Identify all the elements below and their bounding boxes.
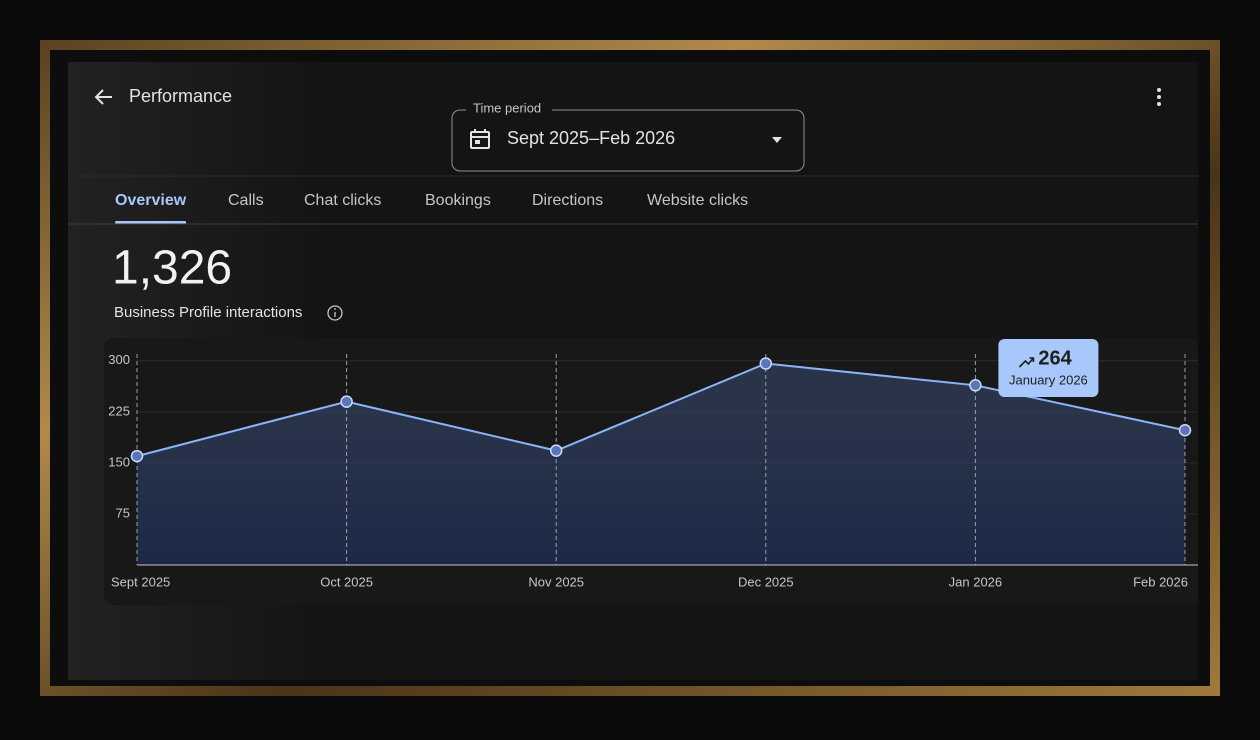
area	[137, 363, 1185, 565]
point[interactable]	[1178, 423, 1192, 437]
y-tick-label: 75	[116, 505, 130, 520]
y-tick-label: 225	[108, 403, 130, 418]
select-value: Sept 2025–Feb 2026	[507, 128, 675, 148]
tooltip-box	[998, 339, 1099, 397]
point[interactable]	[969, 379, 982, 392]
y-tick-label: 150	[108, 454, 130, 469]
tooltip-label: January 2026	[1009, 372, 1088, 387]
tab[interactable]: Chat clicks	[304, 192, 381, 209]
select-border	[451, 109, 805, 172]
x-tick-label: Oct 2025	[320, 574, 373, 589]
tab[interactable]: Directions	[532, 192, 603, 209]
time-period-select[interactable]: Time period Sept 2025–Feb 2026	[451, 100, 805, 172]
total-label: Business Profile interactions	[114, 304, 302, 321]
page-title: Performance	[129, 86, 232, 106]
x-tick-label: Sept 2025	[111, 574, 170, 589]
point[interactable]	[549, 444, 563, 457]
tab-indicator	[115, 221, 187, 224]
tooltip: 264 January 2026	[998, 339, 1099, 397]
y-tick-label: 300	[108, 352, 130, 367]
tab[interactable]: Calls	[228, 192, 264, 209]
total-value: 1,326	[112, 242, 232, 295]
tabs: Overview Calls Chat clicks Bookings Directio…	[115, 192, 748, 224]
tab[interactable]: Bookings	[425, 192, 491, 209]
chart: 75 150 225 300 Sept 2025 Oct 2025 Nov 2025 Dec …	[108, 339, 1198, 589]
back-button[interactable]	[94, 89, 112, 105]
x-tick-label: Jan 2026	[949, 574, 1003, 589]
tooltip-value: 264	[1038, 347, 1072, 369]
label-gap	[466, 103, 552, 117]
point[interactable]	[759, 357, 773, 370]
calendar-day	[475, 140, 480, 144]
point[interactable]	[130, 449, 144, 463]
tab[interactable]: Overview	[115, 192, 187, 209]
point[interactable]	[340, 395, 353, 408]
calendar-icon	[470, 129, 490, 149]
more-menu[interactable]	[1157, 88, 1161, 106]
select-label: Time period	[473, 100, 541, 115]
dropdown-arrow	[772, 137, 782, 143]
x-tick-label: Dec 2025	[738, 574, 794, 589]
x-tick-label: Feb 2026	[1133, 574, 1188, 589]
tab[interactable]: Website clicks	[647, 192, 748, 209]
x-tick-label: Nov 2025	[528, 574, 584, 589]
info-icon[interactable]	[327, 305, 343, 321]
trend-icon	[1018, 357, 1035, 368]
